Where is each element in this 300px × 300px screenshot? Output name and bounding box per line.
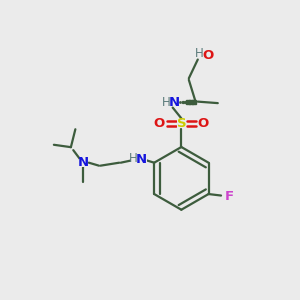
Text: N: N [78, 156, 89, 169]
Text: H: H [129, 152, 138, 165]
Text: O: O [202, 50, 213, 62]
Text: S: S [176, 117, 186, 130]
Text: O: O [198, 117, 209, 130]
FancyBboxPatch shape [164, 98, 179, 106]
Text: N: N [169, 96, 180, 109]
FancyBboxPatch shape [196, 50, 211, 58]
FancyBboxPatch shape [177, 119, 185, 128]
FancyBboxPatch shape [199, 119, 208, 128]
FancyBboxPatch shape [155, 119, 164, 128]
Text: O: O [154, 117, 165, 130]
Text: F: F [224, 190, 233, 203]
FancyBboxPatch shape [225, 192, 233, 201]
Text: N: N [136, 153, 147, 166]
Text: H: H [195, 47, 204, 60]
Text: H: H [161, 96, 170, 109]
FancyBboxPatch shape [79, 158, 88, 167]
FancyBboxPatch shape [131, 155, 147, 164]
